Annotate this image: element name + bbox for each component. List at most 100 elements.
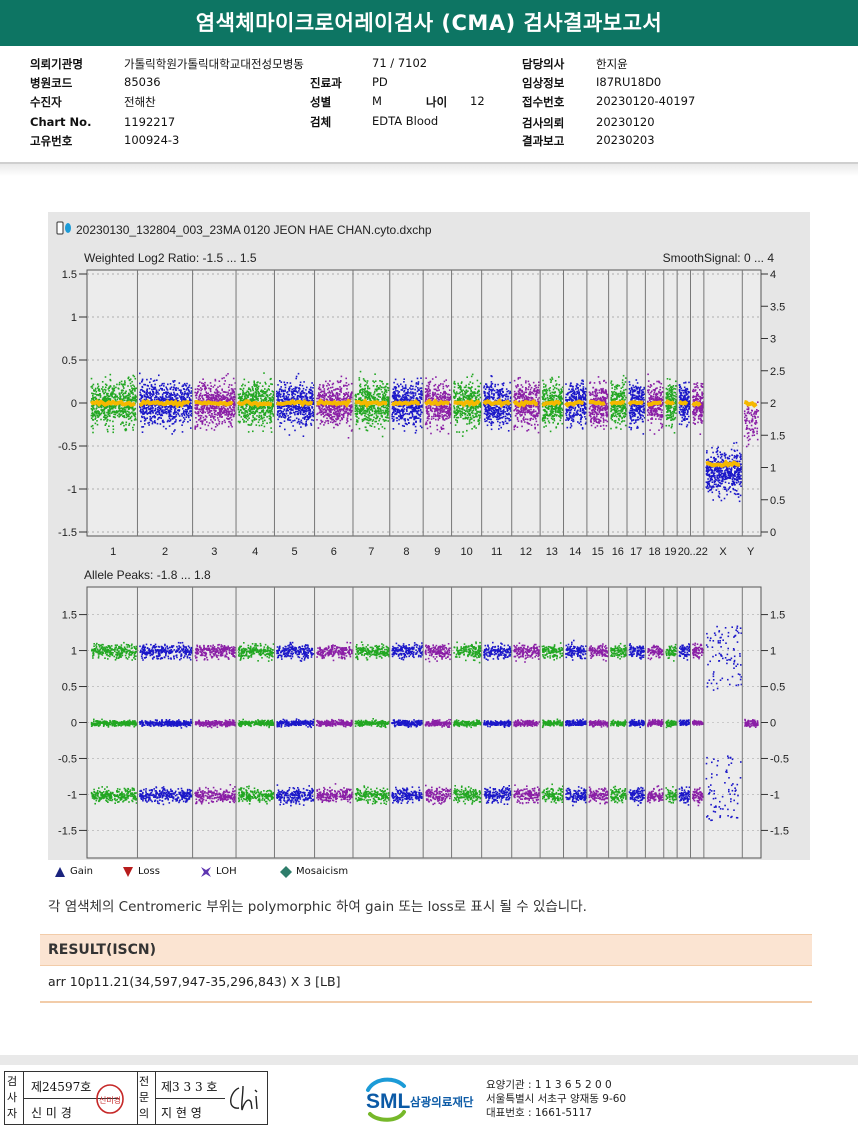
log2-point [157,391,159,393]
log2-point [102,412,105,414]
log2-point [401,389,404,391]
log2-point [113,410,116,413]
log2-point [291,394,294,397]
log2-point [326,417,328,420]
log2-point [219,415,221,417]
log2-point [266,409,269,412]
log2-point [189,410,191,413]
log2-point [158,411,161,414]
log2-point [303,407,306,409]
log2-point [382,418,385,421]
log2-point [141,395,144,397]
log2-point [311,419,313,421]
log2-point [374,388,377,391]
log2-point [146,393,148,396]
log2-point [270,393,272,395]
log2-point [432,407,434,410]
log2-point [413,409,415,412]
log2-point [229,407,231,409]
log2-point [290,421,293,424]
log2-point [255,384,257,386]
log2-point [107,411,110,414]
log2-point [127,377,129,380]
log2-point [250,401,253,403]
log2-point [119,409,121,412]
log2-point [161,414,164,417]
log2-point [331,400,333,402]
log2-point [306,406,308,409]
log2-point [253,407,256,409]
log2-point [111,411,114,413]
log2-point [135,387,137,390]
log2-point [398,418,400,421]
log2-point [436,393,438,396]
log2-point [188,405,191,408]
log2-point [228,412,230,415]
log2-point [256,386,259,389]
log2-point [150,397,152,399]
log2-point [232,396,235,398]
log2-point [224,395,226,398]
log2-point [322,384,324,386]
log2-point [257,385,260,388]
log2-point [132,374,134,377]
log2-point [335,397,337,399]
log2-point [427,387,430,390]
log2-point [442,418,445,421]
log2-point [120,398,123,401]
log2-point [459,388,462,390]
log2-point [132,384,134,386]
log2-point [219,416,221,418]
log2-point [414,394,417,396]
log2-point [391,417,394,420]
log2-point [118,407,120,409]
log2-point [196,425,199,428]
log2-point [229,417,231,419]
top-right-label: SmoothSignal: 0 ... 4 [663,251,775,265]
log2-point [405,392,407,394]
log2-point [401,408,404,410]
log2-point [254,396,257,398]
log2-point [229,398,231,401]
log2-point [151,422,154,425]
log2-point [407,391,409,393]
log2-point [111,408,114,410]
log2-point [217,386,219,388]
log2-point [129,416,132,419]
log2-point [212,394,215,396]
log2-point [204,385,207,388]
log2-point [403,381,405,383]
log2-point [212,407,215,410]
log2-point [324,404,327,407]
log2-point [345,408,347,411]
log2-point [296,408,299,410]
log2-point [295,404,297,407]
log2-point [253,392,255,395]
log2-point [142,407,145,410]
log2-point [198,408,201,410]
log2-point [373,392,376,394]
log2-point [233,404,236,407]
log2-point [272,393,275,395]
log2-point [413,418,415,421]
log2-point [243,408,246,411]
log2-point [269,415,271,417]
log2-point [143,420,146,422]
log2-point [345,393,348,395]
log2-point [247,419,249,421]
log2-point [127,406,129,408]
log2-point [204,404,207,407]
log2-point [142,426,145,428]
log2-point [272,403,275,405]
log2-point [134,377,137,380]
log2-point [286,405,288,407]
log2-point [268,407,270,410]
sex-value: M [372,94,382,108]
log2-point [296,410,298,413]
log2-point [257,390,259,393]
log2-point [231,425,233,428]
log2-point [329,380,331,382]
log2-point [98,388,101,390]
log2-point [286,405,289,407]
log2-point [186,396,188,398]
